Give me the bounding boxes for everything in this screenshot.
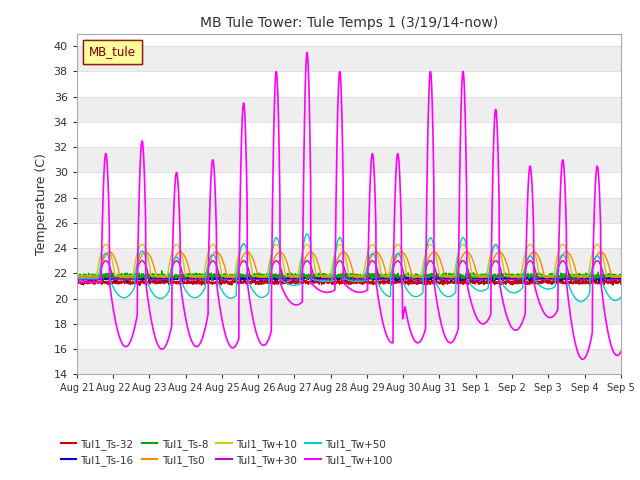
Tul1_Ts-8: [570, 273, 577, 279]
Tul1_Ts-32: [617, 281, 625, 287]
Tul1_Ts0: [73, 275, 81, 280]
Tul1_Ts-8: [377, 274, 385, 280]
Tul1_Ts-8: [617, 273, 625, 279]
Tul1_Tw+50: [584, 293, 592, 299]
Tul1_Ts-32: [73, 279, 81, 285]
Bar: [77, 46, 621, 72]
Tul1_Ts0: [569, 258, 577, 264]
Tul1_Tw+10: [376, 266, 384, 272]
Tul1_Tw+10: [365, 247, 372, 253]
Tul1_Tw+100: [579, 356, 587, 362]
Tul1_Ts-8: [584, 273, 592, 279]
Line: Tul1_Ts-32: Tul1_Ts-32: [77, 279, 621, 286]
Tul1_Tw+10: [73, 273, 81, 279]
Tul1_Ts-32: [225, 279, 232, 285]
Line: Tul1_Tw+50: Tul1_Tw+50: [77, 234, 621, 301]
Tul1_Ts-8: [508, 273, 515, 278]
Tul1_Ts-16: [365, 275, 372, 280]
Tul1_Ts-32: [508, 282, 515, 288]
Tul1_Tw+30: [225, 277, 232, 283]
Tul1_Ts-16: [307, 272, 314, 278]
Tul1_Ts-16: [617, 276, 625, 282]
Tul1_Ts-16: [508, 276, 515, 281]
Tul1_Tw+100: [507, 324, 515, 329]
Tul1_Tw+10: [303, 241, 311, 247]
Tul1_Tw+50: [376, 285, 384, 291]
Line: Tul1_Ts-8: Tul1_Ts-8: [77, 271, 621, 280]
Tul1_Ts0: [617, 275, 625, 280]
Tul1_Ts-8: [208, 277, 216, 283]
Tul1_Tw+30: [365, 263, 372, 269]
Tul1_Ts0: [507, 275, 515, 280]
Tul1_Tw+50: [569, 292, 577, 298]
Tul1_Tw+50: [73, 276, 81, 281]
Tul1_Tw+100: [365, 234, 372, 240]
Tul1_Tw+100: [303, 49, 311, 55]
Tul1_Tw+100: [73, 279, 81, 285]
Tul1_Ts-8: [73, 273, 81, 279]
Bar: [77, 349, 621, 374]
Bar: [77, 248, 621, 274]
Tul1_Ts0: [276, 249, 284, 255]
Tul1_Tw+30: [303, 258, 311, 264]
Legend: MB_tule: MB_tule: [83, 39, 141, 64]
Tul1_Ts-32: [136, 283, 143, 288]
Tul1_Ts0: [584, 275, 592, 280]
Tul1_Tw+10: [507, 273, 515, 279]
Bar: [77, 96, 621, 122]
Bar: [77, 299, 621, 324]
Legend: Tul1_Ts-32, Tul1_Ts-16, Tul1_Ts-8, Tul1_Ts0, Tul1_Tw+10, Tul1_Tw+30, Tul1_Tw+50,: Tul1_Ts-32, Tul1_Ts-16, Tul1_Ts-8, Tul1_…: [56, 434, 397, 470]
Tul1_Tw+100: [617, 349, 625, 355]
Tul1_Tw+30: [584, 277, 592, 283]
Tul1_Ts-32: [376, 280, 384, 286]
Tul1_Tw+30: [617, 277, 625, 283]
Line: Tul1_Tw+10: Tul1_Tw+10: [77, 244, 621, 276]
Y-axis label: Temperature (C): Temperature (C): [35, 153, 48, 255]
Tul1_Tw+100: [584, 348, 592, 353]
Tul1_Tw+50: [617, 294, 625, 300]
Tul1_Ts-16: [584, 276, 592, 282]
Tul1_Ts-16: [377, 276, 385, 281]
Tul1_Tw+50: [577, 299, 585, 304]
Tul1_Tw+50: [225, 295, 232, 300]
Tul1_Ts-16: [111, 279, 118, 285]
Tul1_Tw+10: [225, 273, 232, 279]
Tul1_Ts-32: [460, 276, 467, 282]
Tul1_Tw+100: [376, 308, 384, 313]
Tul1_Tw+10: [617, 273, 625, 279]
Line: Tul1_Tw+100: Tul1_Tw+100: [77, 52, 621, 359]
Tul1_Ts-16: [73, 274, 81, 280]
Bar: [77, 198, 621, 223]
Tul1_Ts-8: [365, 273, 372, 279]
Tul1_Ts-8: [225, 273, 233, 279]
Tul1_Ts-16: [570, 274, 577, 279]
Tul1_Ts-32: [570, 281, 577, 287]
Tul1_Tw+100: [569, 329, 577, 335]
Tul1_Tw+100: [225, 340, 232, 346]
Tul1_Ts-32: [584, 278, 592, 284]
Tul1_Ts-16: [225, 276, 232, 282]
Tul1_Tw+50: [303, 231, 311, 237]
Title: MB Tule Tower: Tule Temps 1 (3/19/14-now): MB Tule Tower: Tule Temps 1 (3/19/14-now…: [200, 16, 498, 30]
Line: Tul1_Ts0: Tul1_Ts0: [77, 252, 621, 277]
Tul1_Ts-32: [365, 279, 372, 285]
Tul1_Tw+50: [365, 257, 372, 263]
Tul1_Tw+30: [569, 277, 577, 283]
Bar: [77, 147, 621, 172]
Tul1_Tw+30: [376, 277, 384, 283]
Tul1_Tw+10: [584, 273, 592, 279]
Tul1_Ts0: [376, 253, 384, 259]
Line: Tul1_Ts-16: Tul1_Ts-16: [77, 275, 621, 282]
Line: Tul1_Tw+30: Tul1_Tw+30: [77, 261, 621, 280]
Tul1_Ts0: [365, 261, 372, 266]
Tul1_Tw+10: [569, 273, 577, 279]
Tul1_Ts-8: [158, 268, 166, 274]
Tul1_Tw+50: [507, 289, 515, 295]
Tul1_Ts0: [225, 275, 232, 280]
Tul1_Tw+30: [507, 277, 515, 283]
Tul1_Tw+30: [73, 277, 81, 283]
